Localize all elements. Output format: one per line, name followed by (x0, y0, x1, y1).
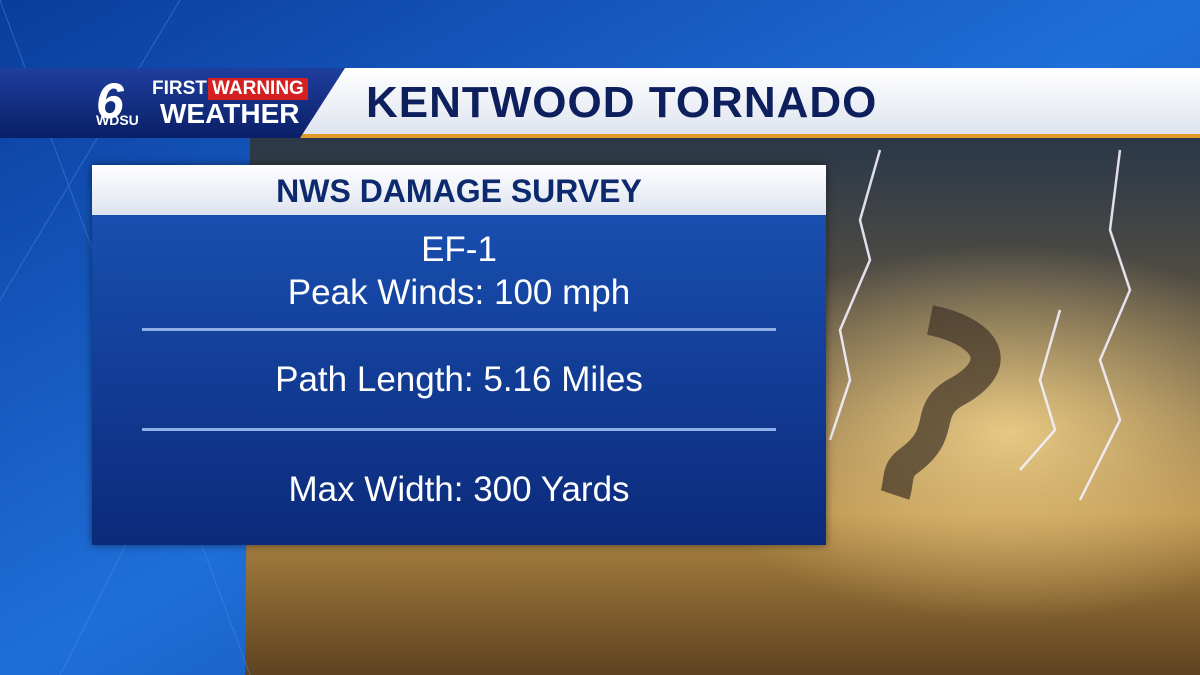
peak-winds: Peak Winds: 100 mph (287, 273, 631, 312)
separator (142, 428, 776, 431)
logo-number: 6 (96, 73, 124, 129)
panel (92, 165, 826, 545)
title: KENTWOOD TORNADO (366, 78, 878, 127)
logo-weather: WEATHER (160, 98, 300, 129)
logo-first: FIRST (152, 78, 207, 99)
logo-warning: WARNING (208, 78, 308, 100)
separator (142, 328, 776, 331)
path-length: Path Length: 5.16 Miles (275, 360, 643, 399)
max-width: Max Width: 300 Yards (288, 470, 630, 509)
title-band (300, 68, 1200, 138)
logo-station: WDSU (96, 112, 139, 128)
panel-title: NWS DAMAGE SURVEY (92, 165, 826, 215)
rating: EF-1 (421, 230, 497, 269)
